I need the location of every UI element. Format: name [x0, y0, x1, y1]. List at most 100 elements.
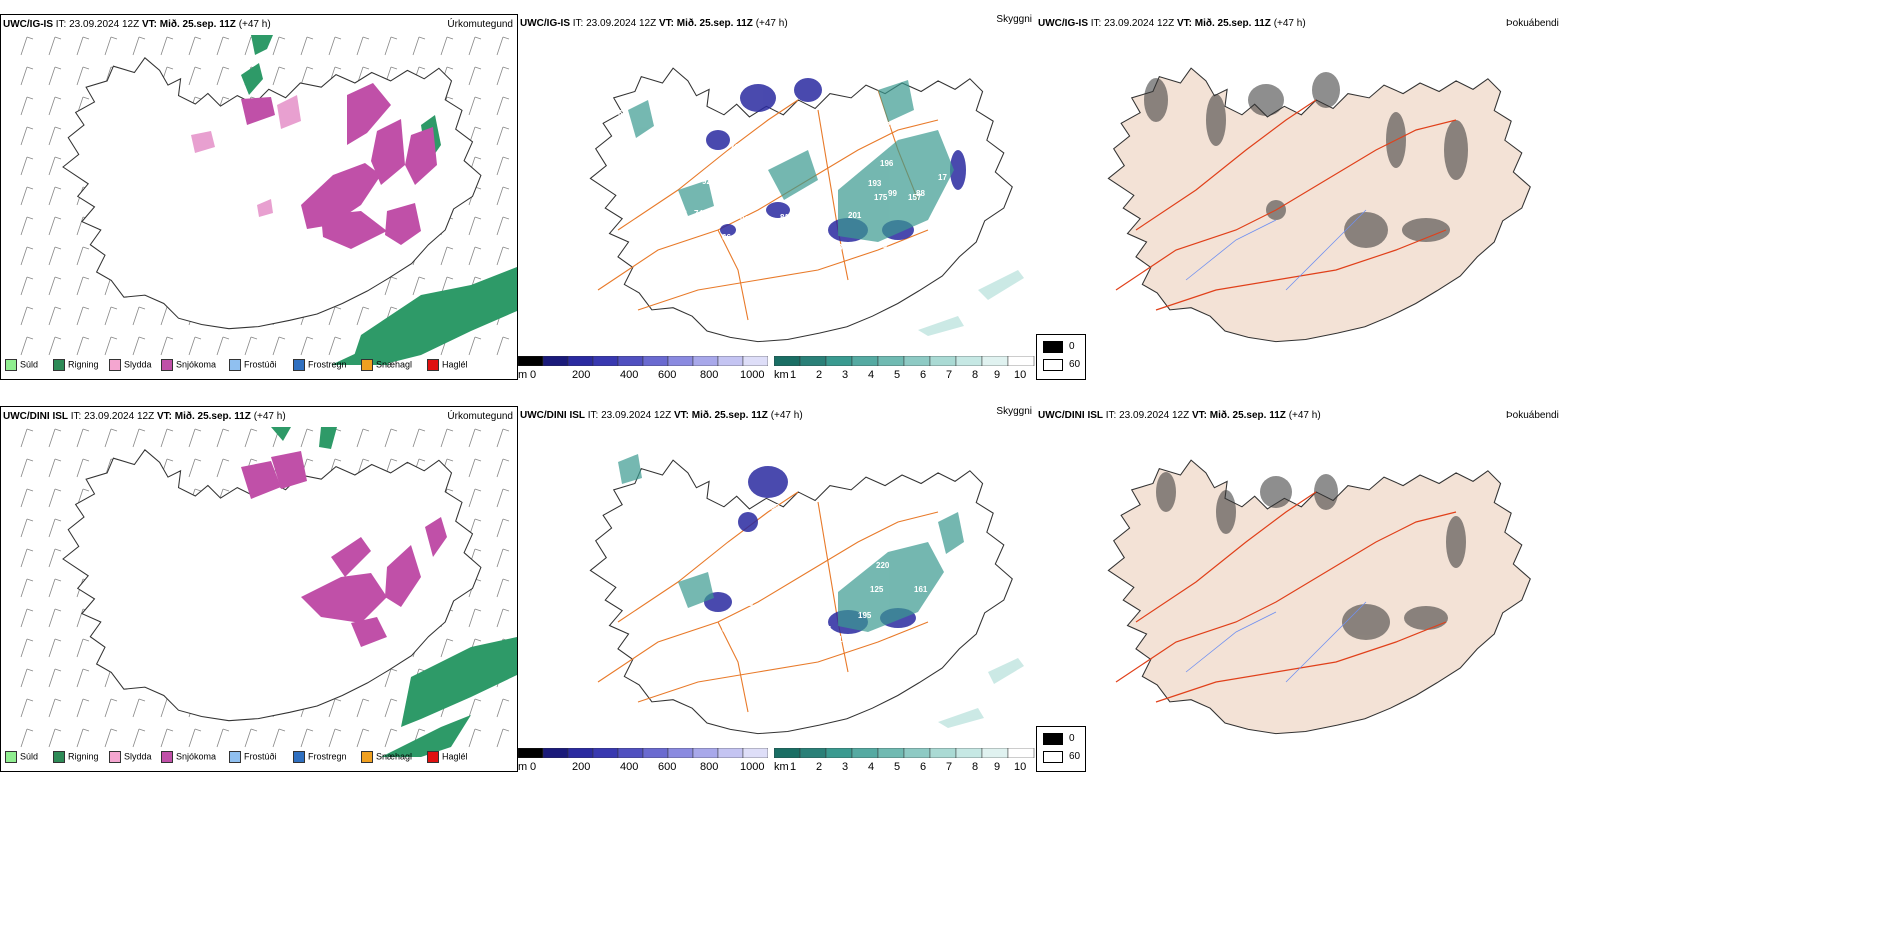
snow-depth-label: 91	[740, 215, 749, 224]
snow-depth-label: 77	[820, 219, 829, 228]
wind-barb	[412, 428, 426, 448]
wind-barb	[272, 728, 286, 748]
colorbar-cell	[929, 355, 957, 367]
wind-barb	[384, 36, 398, 56]
wind-barb	[48, 246, 62, 266]
colorbar-cell	[542, 355, 569, 367]
colorbar-cell	[642, 355, 669, 367]
colorbar-cell	[518, 355, 544, 367]
fog-map	[1107, 459, 1531, 735]
colorbar-cell	[903, 355, 931, 367]
wind-barb	[496, 458, 510, 478]
wind-barb	[48, 668, 62, 688]
wind-barb	[440, 36, 454, 56]
wind-barb	[216, 336, 230, 356]
wind-barb	[356, 306, 370, 326]
wind-barb	[496, 186, 510, 206]
wind-barb	[160, 36, 174, 56]
wind-barb	[48, 458, 62, 478]
wind-barb	[384, 428, 398, 448]
wind-barb	[48, 66, 62, 86]
snow-depth-label: 111	[898, 257, 911, 266]
panel-header: UWC/IG-IS IT: 23.09.2024 12Z VT: Mið. 25…	[3, 19, 271, 30]
colorbar-cell	[955, 355, 983, 367]
snow-depth-label: 83	[708, 529, 717, 538]
wind-barb	[384, 728, 398, 748]
wind-barb	[300, 336, 314, 356]
wind-barb	[412, 276, 426, 296]
colorbar-cell	[567, 747, 594, 759]
legend-swatch	[427, 751, 439, 763]
wind-barb	[496, 126, 510, 146]
visibility-panel-row2: UWC/DINI ISL IT: 23.09.2024 12Z VT: Mið.…	[518, 406, 1036, 772]
wind-barb	[48, 518, 62, 538]
colorbar-cell	[692, 355, 719, 367]
wind-barb	[356, 428, 370, 448]
wind-barb	[468, 96, 482, 116]
colorbar-cell	[592, 747, 619, 759]
wind-barb	[356, 698, 370, 718]
panel-header: UWC/DINI ISL IT: 23.09.2024 12Z VT: Mið.…	[1038, 410, 1321, 421]
wind-barb	[48, 156, 62, 176]
legend-swatch	[161, 751, 173, 763]
wind-barb	[132, 698, 146, 718]
wind-barb	[76, 306, 90, 326]
wind-barb	[76, 66, 90, 86]
colorbar-cell	[592, 355, 619, 367]
colorbar-cell	[877, 355, 905, 367]
colorbar-cell	[773, 355, 801, 367]
wind-barb	[20, 336, 34, 356]
snow-depth-label: 99	[888, 189, 897, 198]
wind-barb	[468, 488, 482, 508]
wind-barb	[468, 608, 482, 628]
wind-barb	[48, 186, 62, 206]
wind-barb	[76, 458, 90, 478]
precip-type-map	[20, 427, 517, 757]
wind-barb	[20, 518, 34, 538]
precip-type-legend: Súld Rigning Slydda Snjókoma Frostúði Fr…	[5, 359, 515, 373]
snow-depth-label: 232	[886, 121, 900, 130]
colorbar-cell	[1007, 355, 1035, 367]
wind-barb	[468, 36, 482, 56]
wind-barb	[48, 698, 62, 718]
wind-barb	[132, 336, 146, 356]
wind-barb	[48, 548, 62, 568]
wind-barb	[188, 728, 202, 748]
wind-barb	[328, 728, 342, 748]
snow-depth-label: 65	[722, 625, 731, 634]
wind-barb	[20, 186, 34, 206]
snow-depth-label: 175	[874, 193, 888, 202]
wind-barb	[188, 36, 202, 56]
colorbar-cell	[518, 747, 544, 759]
wind-barb	[496, 428, 510, 448]
wind-barb	[328, 36, 342, 56]
snow-depth-label: 71	[730, 143, 739, 152]
wind-barb	[468, 698, 482, 718]
wind-barb	[104, 728, 118, 748]
wind-barb	[76, 336, 90, 356]
snow-depth-label: 62	[618, 109, 627, 118]
wind-barb	[20, 728, 34, 748]
wind-barb	[48, 488, 62, 508]
wind-barb	[496, 66, 510, 86]
colorbar-cell	[1007, 747, 1035, 759]
wind-barb	[328, 306, 342, 326]
snow-depth-label: 85	[838, 243, 847, 252]
wind-barb	[76, 428, 90, 448]
wind-barb	[132, 36, 146, 56]
wind-barb	[48, 306, 62, 326]
snow-depth-label: 111	[918, 241, 931, 250]
panel-title: Þokuábendi	[1506, 410, 1559, 421]
wind-barb	[20, 488, 34, 508]
wind-barb	[132, 728, 146, 748]
wind-barb	[20, 458, 34, 478]
wind-barb	[20, 698, 34, 718]
legend-swatch	[229, 359, 241, 371]
wind-barb	[468, 246, 482, 266]
wind-barb	[48, 126, 62, 146]
wind-barb	[216, 458, 230, 478]
wind-barb	[20, 276, 34, 296]
colorbar-cell	[667, 355, 694, 367]
snow-height-colorbar: m 0 200 400 600 800 1000	[518, 355, 769, 380]
